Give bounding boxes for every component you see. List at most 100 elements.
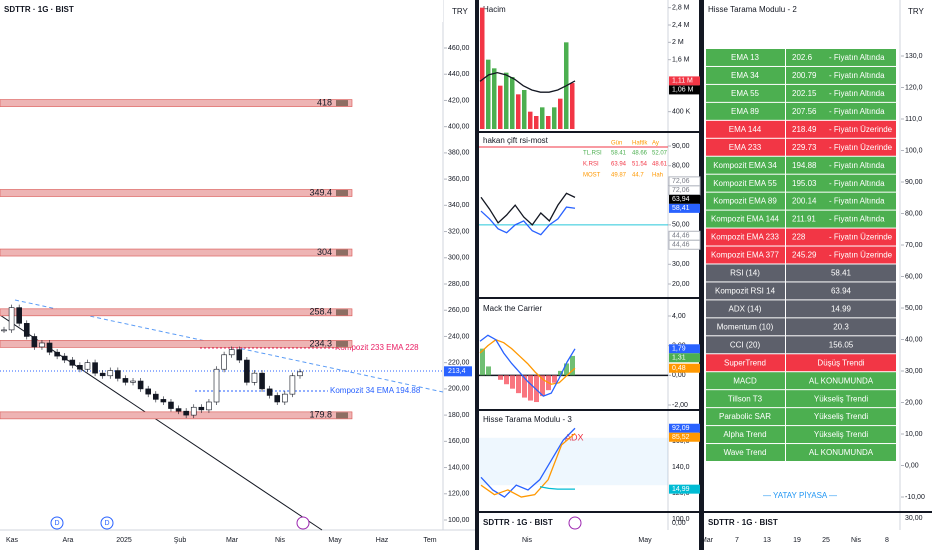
event-marker[interactable] [568, 516, 582, 530]
price-badge [668, 239, 701, 250]
volume-bar [522, 90, 527, 129]
candle [16, 307, 22, 324]
row-name-cell [706, 408, 785, 426]
candle [1, 329, 7, 332]
time-label: Şub [174, 537, 187, 544]
axis-label: 380,00 [448, 150, 470, 157]
candle [160, 399, 167, 403]
marker-label: D [104, 520, 109, 527]
histogram-bar [486, 366, 491, 376]
badge-label: 44,46 [672, 242, 690, 249]
candle [8, 307, 15, 331]
axis-label: 320,00 [448, 228, 470, 235]
pane-title: Hisse Tarama Modulu - 3 [483, 415, 572, 424]
axis-label: 60,00 [905, 273, 923, 280]
row-name-cell [706, 282, 785, 300]
time-label: Nis [275, 537, 286, 544]
candle [99, 372, 106, 377]
divider [699, 0, 704, 550]
axis-label: 140,00 [448, 464, 470, 471]
row-name: Alpha Trend [723, 430, 766, 439]
row-value: 228 [792, 233, 806, 242]
volume-bar [498, 85, 503, 129]
axis-label: 90,00 [905, 179, 923, 186]
volume-bar [504, 72, 509, 129]
row-value-cell [786, 246, 896, 264]
time-label: Nis [851, 537, 862, 544]
candle [46, 342, 53, 353]
badge-label: 85,52 [672, 434, 690, 441]
candle [152, 393, 159, 400]
row-value: 14.99 [831, 304, 852, 313]
row-name: EMA 13 [731, 53, 760, 62]
axis-label: 200,00 [448, 386, 470, 393]
pane-title: Mack the Carrier [483, 304, 542, 313]
table-cell: TL.RSI [583, 151, 602, 157]
row-status: - Fiyatın Altında [829, 89, 885, 98]
volume-bar [516, 94, 521, 129]
row-value-cell [786, 408, 896, 426]
axis-label: 360,00 [448, 176, 470, 183]
histogram-bar [534, 375, 539, 403]
row-name: Tillson T3 [728, 394, 763, 403]
row-name: EMA 34 [731, 71, 760, 80]
row-name-cell [706, 336, 785, 354]
row-name: Kompozit EMA 144 [711, 215, 780, 224]
level-label: 349.4 [309, 187, 332, 197]
row-name: RSI (14) [730, 269, 760, 278]
candle [54, 351, 60, 357]
level-label: 179.8 [309, 410, 332, 420]
row-name-cell [706, 372, 785, 390]
badge-label: 92,09 [672, 425, 690, 432]
level-band [0, 340, 353, 348]
axis-label: 4,00 [672, 313, 686, 320]
level-label: 258.4 [309, 307, 332, 317]
row-name-cell [706, 264, 785, 282]
row-name: ADX (14) [729, 304, 762, 313]
table-header: Ay [652, 141, 659, 147]
axis-label: 20,00 [905, 399, 923, 406]
row-status: - Fiyatın Üzerinde [829, 233, 893, 242]
event-marker[interactable] [296, 516, 310, 530]
table-cell: 51.54 [632, 162, 648, 168]
time-label: Kas [6, 537, 19, 544]
k-rsi-line [480, 192, 576, 226]
market-state: — YATAY PİYASA — [763, 491, 837, 500]
row-value: 63.94 [831, 287, 852, 296]
level-band [0, 189, 353, 197]
level-band [0, 411, 353, 420]
price-badge [669, 363, 700, 373]
candle [175, 408, 182, 412]
candle [190, 406, 197, 416]
table-cell: MOST [583, 173, 601, 179]
axis-label: 30,00 [672, 261, 690, 268]
candle [198, 406, 205, 411]
dividend-marker[interactable] [100, 516, 114, 530]
row-name: Wave Trend [724, 448, 767, 457]
badge-label: 1,11 M [672, 78, 693, 85]
price-badge [669, 194, 700, 204]
level-icon [336, 100, 348, 107]
row-value-cell [786, 228, 896, 246]
candle [266, 388, 273, 396]
row-name: Kompozit EMA 55 [713, 179, 777, 188]
axis-label: 400 K [672, 109, 691, 116]
row-value: 58.41 [831, 269, 852, 278]
badge-label: 1,06 M [672, 87, 694, 94]
adx-label: ADX [565, 432, 584, 442]
row-status: - Fiyatın Üzerinde [829, 143, 893, 152]
table-cell: 58.41 [611, 151, 627, 157]
table-cell: 48.66 [632, 151, 648, 157]
row-name-cell [706, 246, 785, 264]
di-minus-line [480, 432, 576, 498]
badge-label: 72,06 [672, 187, 690, 194]
candle [69, 359, 76, 366]
pane-title: Hisse Tarama Modulu - 2 [708, 5, 797, 14]
dividend-marker[interactable] [50, 516, 64, 530]
row-status: Düşüş Trendi [817, 358, 864, 367]
table-cell: 48.61 [652, 162, 668, 168]
pane-title: Hacim [483, 5, 506, 14]
row-value-cell [786, 210, 896, 228]
badge-label: 44,46 [672, 233, 690, 240]
axis-label: 30,00 [905, 368, 923, 375]
